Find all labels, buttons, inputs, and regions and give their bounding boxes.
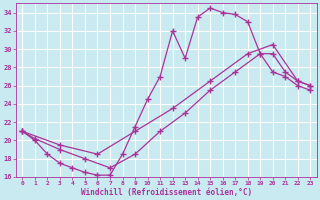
X-axis label: Windchill (Refroidissement éolien,°C): Windchill (Refroidissement éolien,°C) [81, 188, 252, 197]
